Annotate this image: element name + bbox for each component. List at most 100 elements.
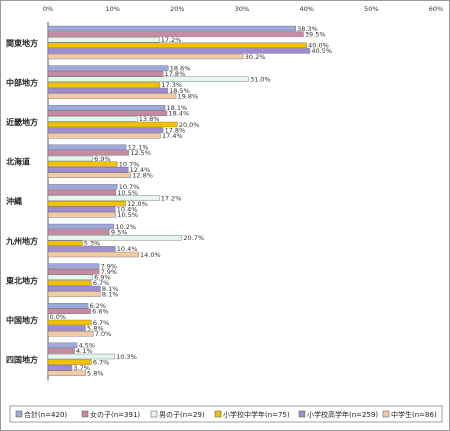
bar bbox=[47, 319, 92, 326]
bar bbox=[47, 37, 160, 43]
legend-entry: 男の子(n=29) bbox=[159, 411, 205, 419]
data-label: 39.5% bbox=[305, 30, 326, 38]
category-label: 沖縄 bbox=[6, 196, 22, 206]
data-label: 10.4% bbox=[117, 206, 138, 214]
bar bbox=[47, 240, 83, 247]
category-label: 中部地方 bbox=[6, 77, 38, 87]
data-label: 0.0% bbox=[50, 313, 67, 321]
data-label: 5.3% bbox=[84, 240, 101, 248]
data-label: 10.4% bbox=[117, 245, 138, 253]
data-label: 8.1% bbox=[102, 290, 119, 298]
bar bbox=[47, 285, 101, 292]
legend-entry: 小学校高学年(n=259) bbox=[307, 410, 378, 419]
data-label: 12.4% bbox=[130, 166, 151, 174]
data-label: 3.7% bbox=[73, 364, 90, 372]
legend-swatch bbox=[382, 410, 390, 418]
data-label: 7.9% bbox=[101, 262, 118, 270]
bar bbox=[47, 251, 139, 258]
bar bbox=[47, 132, 161, 139]
legend-box bbox=[9, 405, 443, 423]
bar bbox=[47, 353, 115, 360]
category-label: 中国地方 bbox=[6, 315, 38, 325]
legend-entry: 合計(n=420) bbox=[24, 410, 67, 419]
category-label: 関東地方 bbox=[6, 38, 38, 48]
bar bbox=[47, 121, 178, 128]
bar bbox=[47, 325, 86, 331]
data-label: 31.0% bbox=[250, 76, 271, 84]
bar bbox=[47, 93, 177, 99]
x-tick-label: 40% bbox=[299, 5, 313, 13]
bar bbox=[47, 189, 117, 196]
bar bbox=[47, 127, 164, 133]
bar bbox=[47, 234, 183, 241]
bar bbox=[47, 82, 161, 88]
data-label: 30.2% bbox=[245, 53, 266, 61]
data-label: 7.0% bbox=[95, 330, 112, 338]
legend-swatch bbox=[150, 410, 158, 418]
data-label: 6.6% bbox=[92, 308, 109, 316]
bar bbox=[47, 280, 92, 286]
bar bbox=[47, 342, 78, 348]
data-label: 5.8% bbox=[87, 370, 104, 378]
bar bbox=[47, 331, 94, 337]
x-tick-label: 50% bbox=[364, 5, 378, 13]
bar bbox=[47, 172, 131, 179]
bar bbox=[47, 166, 129, 173]
x-tick-label: 30% bbox=[235, 5, 249, 13]
bar bbox=[47, 48, 311, 54]
bar bbox=[47, 370, 86, 376]
data-label: 10.3% bbox=[116, 353, 137, 361]
bar bbox=[47, 223, 115, 230]
data-label: 17.3% bbox=[161, 81, 182, 89]
bar bbox=[47, 195, 160, 201]
legend-entry: 小学校中学年(n=75) bbox=[223, 410, 290, 419]
data-label: 12.5% bbox=[130, 149, 151, 157]
data-label: 12.0% bbox=[127, 200, 148, 208]
bar bbox=[47, 155, 93, 162]
data-label: 17.8% bbox=[165, 70, 186, 78]
bar bbox=[47, 70, 164, 77]
data-label: 7.9% bbox=[101, 268, 118, 276]
bar bbox=[47, 303, 89, 309]
data-label: 17.8% bbox=[165, 126, 186, 134]
data-label: 4.5% bbox=[79, 342, 96, 350]
data-label: 40.0% bbox=[308, 42, 329, 50]
category-label: 近畿地方 bbox=[6, 117, 38, 127]
data-label: 10.7% bbox=[119, 183, 140, 191]
data-label: 10.2% bbox=[115, 223, 136, 231]
bar bbox=[47, 274, 93, 280]
bar bbox=[47, 76, 249, 83]
bar bbox=[47, 348, 75, 354]
legend-swatch bbox=[15, 410, 23, 418]
data-label: 17.4% bbox=[162, 132, 183, 140]
category-label: 四国地方 bbox=[6, 355, 38, 365]
data-label: 6.7% bbox=[93, 279, 110, 287]
data-label: 4.1% bbox=[76, 347, 93, 355]
bar bbox=[47, 87, 168, 94]
data-label: 6.7% bbox=[93, 358, 110, 366]
bar bbox=[47, 229, 110, 235]
data-label: 19.8% bbox=[178, 92, 199, 100]
category-label: 北海道 bbox=[6, 157, 30, 167]
data-label: 10.5% bbox=[117, 211, 138, 219]
bar bbox=[47, 104, 166, 111]
bar bbox=[47, 150, 130, 156]
bar bbox=[47, 184, 118, 190]
bar bbox=[47, 116, 138, 122]
bar bbox=[47, 25, 296, 32]
bar bbox=[47, 263, 100, 269]
bar bbox=[47, 161, 118, 167]
data-label: 14.0% bbox=[140, 251, 161, 259]
x-tick-label: 0% bbox=[43, 5, 53, 13]
data-label: 13.8% bbox=[139, 115, 160, 123]
data-label: 6.2% bbox=[90, 302, 107, 310]
legend-swatch bbox=[81, 410, 89, 418]
data-label: 18.1% bbox=[167, 104, 188, 112]
data-label: 12.8% bbox=[132, 172, 153, 180]
bar bbox=[47, 359, 92, 365]
bar bbox=[47, 31, 304, 37]
data-label: 17.2% bbox=[161, 194, 182, 202]
legend-entry: 中学生(n=86) bbox=[391, 410, 437, 419]
data-label: 20.0% bbox=[179, 121, 200, 129]
